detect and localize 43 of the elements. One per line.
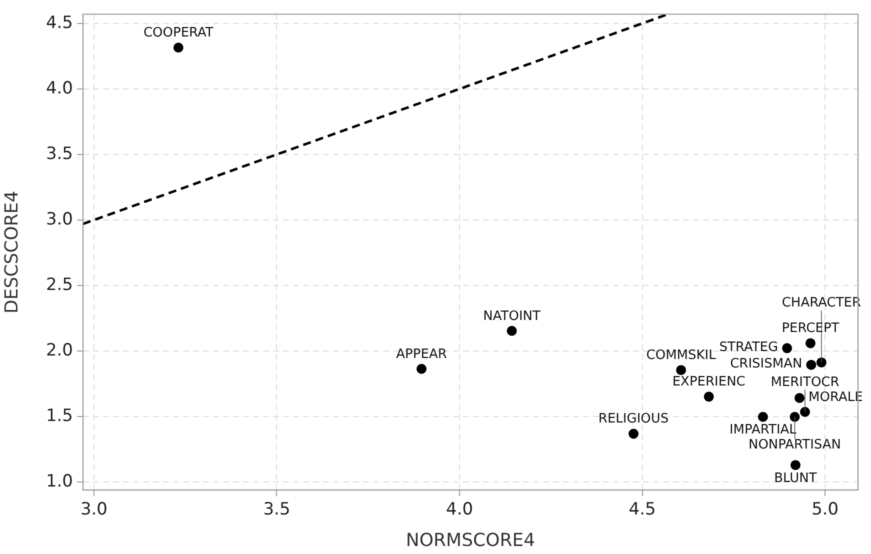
annotation: CHARACTER	[782, 295, 862, 310]
annotation: RELIGIOUS	[598, 412, 669, 427]
x-tick-label: 5.0	[812, 500, 839, 520]
annotation: MORALE	[808, 390, 863, 405]
point	[416, 364, 427, 374]
y-axis-title: DESCSCORE4	[1, 190, 22, 314]
annotation: EXPERIENC	[672, 374, 746, 390]
annotation: CRISISMAN	[730, 356, 802, 372]
point	[704, 392, 714, 402]
point	[790, 412, 800, 422]
point	[805, 338, 816, 348]
y-tick-label: 1.0	[46, 472, 73, 492]
annotation: BLUNT	[774, 470, 817, 486]
y-tick-label: 1.5	[46, 406, 73, 426]
annotation: APPEAR	[396, 346, 447, 362]
y-tick-label: 4.0	[46, 78, 73, 98]
y-tick-label: 3.5	[46, 144, 73, 164]
point	[806, 360, 816, 370]
point	[758, 412, 768, 422]
y-tick-label: 2.0	[46, 340, 73, 360]
annotation: NATOINT	[483, 308, 541, 324]
point	[800, 406, 810, 417]
annotation: COMMSKIL	[646, 348, 717, 363]
point	[816, 357, 826, 368]
y-tick-label: 2.5	[46, 274, 73, 295]
point	[676, 365, 686, 376]
point	[782, 343, 792, 354]
point	[506, 326, 517, 336]
point	[628, 428, 639, 439]
x-tick-label: 4.0	[446, 500, 474, 520]
annotation: STRATEG	[719, 340, 778, 356]
point	[794, 392, 805, 403]
y-tick-label: 4.5	[46, 12, 73, 33]
x-axis-title: NORMSCORE4	[406, 530, 536, 551]
annotation: COOPERAT	[143, 26, 214, 40]
point	[790, 460, 800, 470]
y-tick-label: 3.0	[46, 209, 73, 230]
point	[173, 42, 184, 53]
x-tick-label: 4.5	[628, 500, 656, 520]
annotation: MERITOCR	[770, 374, 840, 390]
x-tick-label: 3.0	[80, 500, 108, 520]
annotation: NONPARTISAN	[748, 438, 842, 453]
x-tick-label: 3.5	[263, 500, 290, 520]
